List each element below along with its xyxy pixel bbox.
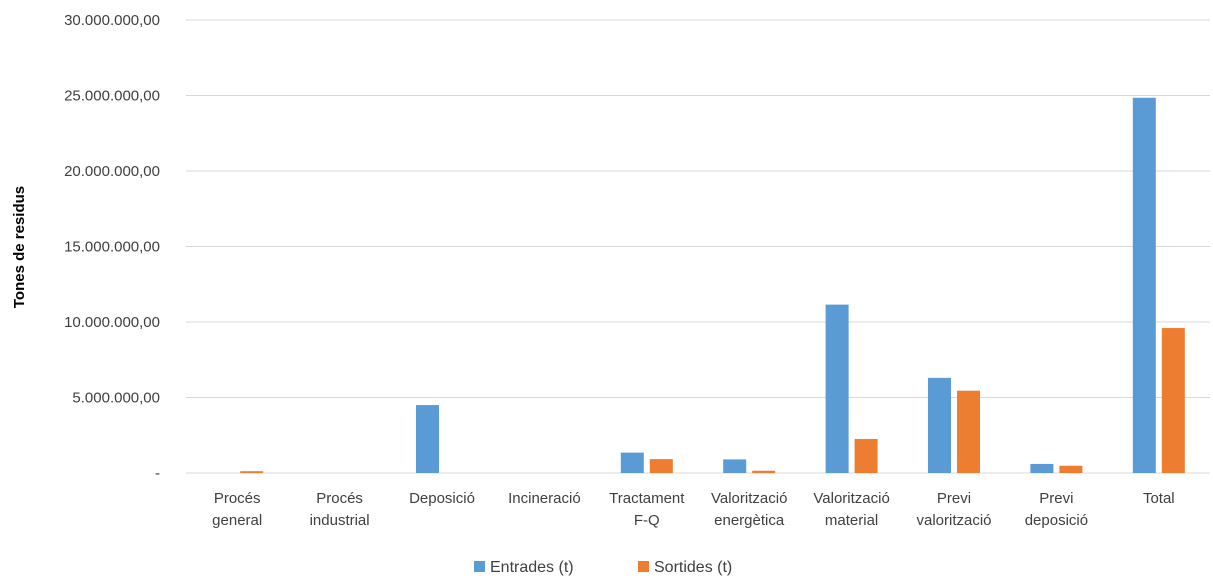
bar-entrades [1030,463,1054,473]
bar-sortides [854,439,878,473]
x-category-label: deposició [1025,512,1088,529]
legend-swatch [474,561,485,572]
bar-entrades [723,459,747,473]
bar-sortides [649,459,673,473]
bar-entrades [620,452,644,473]
x-category-label: energètica [714,512,785,529]
x-category-label: Incineració [508,490,581,507]
y-axis-ticks: - 5.000.000,00 10.000.000,00 15.000.000,00 2… [64,12,160,482]
legend: Entrades (t) Sortides (t) [474,559,732,576]
x-category-label: valorització [916,512,991,529]
bars [240,97,1185,473]
bar-sortides [240,471,264,473]
bar-entrades [928,377,951,473]
bar-sortides [752,470,776,473]
bar-sortides [1059,465,1083,473]
bar-sortides [957,390,980,473]
x-category-label: general [212,512,262,529]
y-tick-label: 30.000.000,00 [64,12,160,29]
bar-entrades [1132,97,1156,473]
x-axis-categories: Procés general Procés industrial Deposició In… [212,490,1174,529]
x-category-label: F-Q [634,512,660,529]
legend-label: Entrades (t) [490,559,574,576]
x-category-label: material [825,512,878,529]
bar-entrades [416,405,439,473]
y-axis-title: Tones de residus [11,186,28,308]
x-category-label: Previ [937,490,971,507]
y-tick-label: 20.000.000,00 [64,163,160,180]
x-category-label: Tractament [609,490,685,507]
y-tick-label: 5.000.000,00 [72,390,160,407]
x-category-label: Procés [214,490,261,507]
x-category-label: Deposició [409,490,475,507]
gridlines [186,19,1210,474]
y-tick-label: 15.000.000,00 [64,239,160,256]
x-category-label: industrial [310,512,370,529]
x-category-label: Total [1143,490,1175,507]
x-category-label: Valorització [813,490,889,507]
y-tick-label: 25.000.000,00 [64,88,160,105]
y-tick-label: - [155,465,160,482]
bar-entrades [825,304,849,473]
x-category-label: Procés [316,490,363,507]
y-tick-label: 10.000.000,00 [64,314,160,331]
x-category-label: Valorització [711,490,787,507]
x-category-label: Previ [1039,490,1073,507]
legend-label: Sortides (t) [654,559,732,576]
legend-swatch [638,561,649,572]
bar-sortides [1161,328,1185,473]
